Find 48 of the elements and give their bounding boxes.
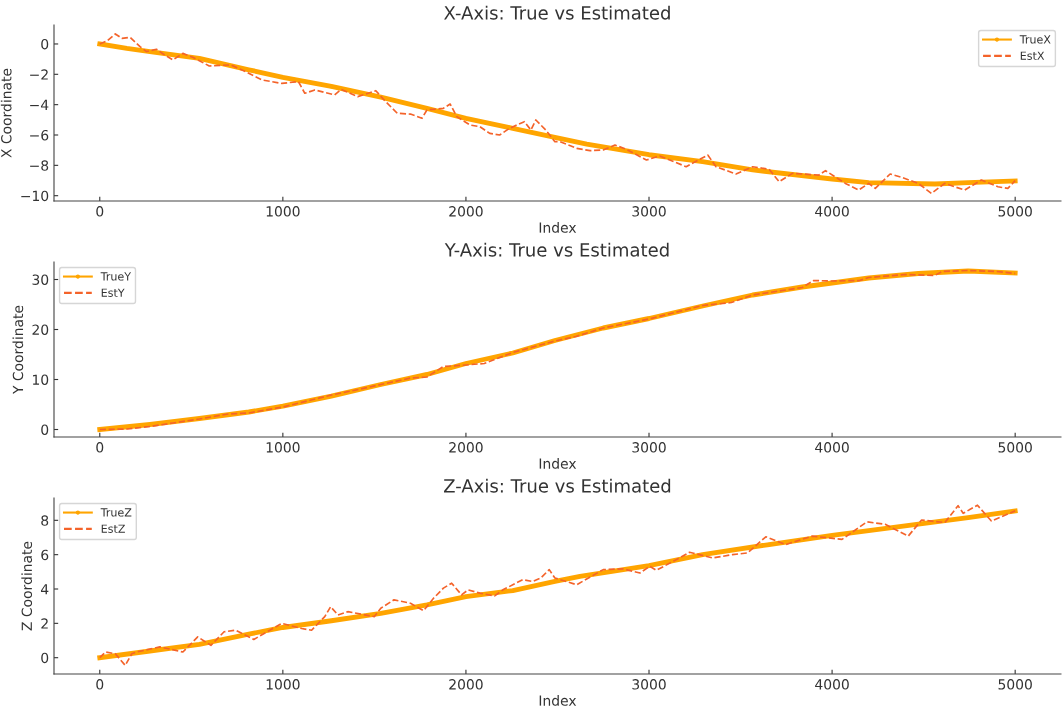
x-tick-label: 4000 [815,442,849,453]
legend-label: EstX [1020,51,1045,60]
x-tick-label: 0 [96,206,104,217]
y-axis-title: X Coordinate [0,68,12,158]
x-tick-label: 4000 [815,679,849,690]
legend-label: EstY [101,288,125,297]
x-tick-label: 1000 [266,679,300,690]
x-tick-label: 5000 [998,442,1032,453]
x-axis-title: Index [539,222,577,233]
x-tick-label: 5000 [998,679,1032,690]
x-tick-label: 2000 [449,206,483,217]
x-tick-label: 5000 [998,206,1032,217]
chart-title: Y-Axis: True vs Estimated [444,242,669,257]
x-tick-label: 3000 [632,442,666,453]
y-tick-label: 2 [41,618,48,629]
y-tick-label: 0 [41,652,49,664]
x-tick-label: 2000 [449,679,483,690]
y-tick-label: −10 [21,190,49,202]
y-tick-label: 4 [40,584,49,595]
x-tick-label: 3000 [632,679,666,690]
y-tick-label: 20 [32,324,49,335]
x-axis-title: Index [539,458,577,469]
legend-label: TrueZ [100,508,132,517]
legend-label: EstZ [101,524,125,533]
y-tick-label: −2 [30,69,48,80]
x-tick-label: 4000 [815,206,849,217]
legend-label: TrueX [1019,35,1051,44]
y-axis-title: Z Coordinate [21,541,33,631]
x-tick-label: 2000 [449,442,483,453]
chart-title: Z-Axis: True vs Estimated [444,478,671,493]
chart-title: X-Axis: True vs Estimated [444,5,670,20]
y-tick-label: 0 [41,38,49,50]
legend-label: TrueY [100,272,132,281]
y-axis-title: Y Coordinate [12,305,24,395]
x-tick-label: 1000 [266,206,300,217]
y-tick-label: 0 [41,424,49,435]
y-tick-label: 10 [32,374,49,385]
y-tick-label: −8 [30,160,49,171]
x-tick-label: 1000 [266,442,300,453]
y-tick-label: 6 [41,549,49,561]
x-tick-label: 0 [96,442,104,453]
y-tick-label: −4 [30,99,49,110]
x-axis-title: Index [539,695,577,706]
y-tick-label: 8 [41,515,49,526]
y-tick-label: −6 [30,129,49,141]
x-tick-label: 3000 [632,206,666,217]
y-tick-label: 30 [32,274,49,285]
x-tick-label: 0 [96,679,104,690]
